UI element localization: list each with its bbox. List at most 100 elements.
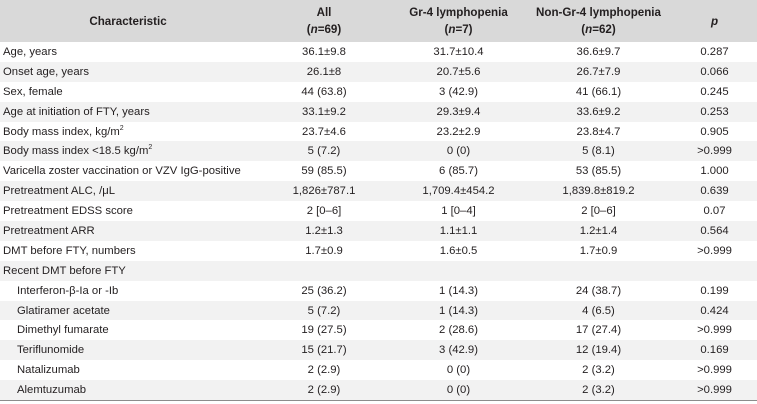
row-label-text: Recent DMT before FTY (3, 264, 126, 277)
cell-p-value: 0.639 (700, 185, 729, 198)
table-row: Alemtuzumab 2 (2.9) 0 (0) 2 (3.2) >0.999 (0, 380, 757, 401)
table-row: Pretreatment EDSS score 2 [0–6] 1 [0–4] 2 [… (0, 201, 757, 221)
cell-gr4: 3 (42.9) (439, 344, 478, 357)
cell-p-value: 0.253 (700, 105, 729, 118)
cell-p-value (672, 261, 757, 281)
row-label: Pretreatment ARR (0, 221, 256, 241)
table-row: Onset age, years 26.1±8 20.7±5.6 26.7±7.9 0.… (0, 61, 757, 82)
cell-p-value: 0.169 (700, 344, 729, 357)
cell-all: 2 (2.9) (307, 364, 341, 377)
row-label: Pretreatment EDSS score (0, 201, 256, 221)
table-row: Interferon-β-Ia or -Ib 25 (36.2) 1 (14.3) 2… (0, 281, 757, 301)
header-p-value: p (672, 0, 757, 42)
row-label-text: Pretreatment ARR (3, 224, 95, 237)
cell-gr4: 1,709.4±454.2 (422, 185, 495, 198)
table-row: Sex, female 44 (63.8) 3 (42.9) 41 (66.1) 0.2… (0, 82, 757, 102)
cell-gr4: 0 (0) (392, 380, 525, 401)
table-row: Teriflunomide 15 (21.7) 3 (42.9) 12 (19.4) 0… (0, 340, 757, 361)
cell-gr4: 20.7±5.6 (436, 65, 481, 78)
cell-non-gr4 (525, 261, 672, 281)
cell-gr4: 31.7±10.4 (433, 45, 484, 58)
cell-all: 1,826±787.1 (292, 185, 356, 198)
cell-gr4: 1 [0–4] (441, 205, 476, 218)
cell-gr4: 0 (0) (446, 145, 471, 158)
cell-non-gr4: 2 (3.2) (582, 364, 615, 377)
table-row: Pretreatment ARR 1.2±1.3 1.1±1.1 1.2±1.4 0.5… (0, 221, 757, 241)
row-label-text: Onset age, years (3, 65, 90, 78)
cell-all: 25 (36.2) (301, 284, 347, 297)
cell-all: 2 (2.9) (256, 380, 392, 401)
cell-non-gr4: 4 (6.5) (582, 304, 615, 317)
cell-gr4: 23.2±2.9 (436, 125, 481, 138)
n-symbol: n (448, 23, 456, 36)
row-label: Alemtuzumab (0, 380, 256, 401)
table-row: DMT before FTY, numbers 1.7±0.9 1.6±0.5 1.7… (0, 241, 757, 261)
cell-all: 15 (21.7) (301, 344, 347, 357)
table-body: Age, years 36.1±9.8 31.7±10.4 36.6±9.7 0.287… (0, 42, 757, 401)
cell-all: 26.1±8 (306, 65, 342, 78)
row-label: Onset age, years (0, 62, 256, 82)
cell-all: 1.2±1.3 (305, 224, 343, 237)
row-label-text: Alemtuzumab (17, 383, 87, 396)
cell-gr4: 1 (14.3) (439, 284, 478, 297)
cell-all: 5 (7.2) (307, 145, 341, 158)
cell-non-gr4: 2 [0–6] (581, 205, 616, 218)
header-gr4: Gr-4 lymphopenia (n=7) (392, 0, 525, 42)
header-gr4-n: (n=7) (444, 23, 473, 36)
row-label-text: Dimethyl fumarate (17, 324, 109, 337)
cell-all: 33.1±9.2 (302, 105, 346, 118)
cell-non-gr4: 23.8±4.7 (576, 125, 621, 138)
table-row: Age at initiation of FTY, years 33.1±9.2 2… (0, 101, 757, 122)
row-label: Age, years (0, 42, 256, 62)
row-label-text: Age at initiation of FTY, years (3, 105, 150, 118)
header-row: Characteristic All (n=69) Gr-4 lymphopen… (0, 0, 757, 42)
row-label: Sex, female (0, 82, 256, 102)
n-symbol: n (310, 23, 318, 36)
row-label: Age at initiation of FTY, years (0, 102, 256, 122)
cell-gr4 (392, 261, 525, 281)
cell-all (256, 261, 392, 281)
cell-p-value: 0.066 (700, 65, 729, 78)
cell-non-gr4: 5 (8.1) (582, 145, 615, 158)
cell-p-value: >0.999 (697, 324, 732, 337)
cell-gr4: 6 (85.7) (439, 165, 478, 178)
table-row: Recent DMT before FTY (0, 260, 757, 281)
table-row: Body mass index, kg/m2 23.7±4.6 23.2±2.9 23… (0, 122, 757, 142)
cell-p-value: 0.287 (700, 45, 729, 58)
header-non-gr4-label: Non-Gr-4 lymphopenia (536, 6, 661, 19)
row-label: Recent DMT before FTY (0, 261, 256, 281)
header-p-label: p (710, 14, 719, 28)
cell-p-value: 1.000 (700, 165, 729, 178)
row-label-text: Pretreatment EDSS score (3, 205, 133, 218)
cell-all: 1.7±0.9 (305, 244, 343, 257)
header-non-gr4: Non-Gr-4 lymphopenia (n=62) (525, 0, 672, 42)
row-label: Body mass index, kg/m2 (0, 122, 256, 142)
row-label-text: Varicella zoster vaccination or VZV IgG-… (3, 165, 241, 178)
row-label-superscript: 2 (148, 144, 153, 152)
table-row: Varicella zoster vaccination or VZV IgG-… (0, 161, 757, 181)
table-row: Natalizumab 2 (2.9) 0 (0) 2 (3.2) >0.999 (0, 360, 757, 380)
cell-p-value: >0.999 (697, 145, 732, 158)
cell-non-gr4: 36.6±9.7 (576, 45, 621, 58)
row-label-text: Teriflunomide (17, 344, 85, 357)
cell-p-value: >0.999 (697, 244, 732, 257)
header-all-n: (n=69) (306, 23, 342, 36)
cell-gr4: 3 (42.9) (439, 85, 478, 98)
table-row: Pretreatment ALC, /μL 1,826±787.1 1,709.4±… (0, 181, 757, 202)
cell-non-gr4: 1,839.8±819.2 (562, 185, 635, 198)
cell-non-gr4: 1.2±1.4 (579, 224, 618, 237)
cell-non-gr4: 12 (19.4) (575, 344, 622, 357)
cell-non-gr4: 17 (27.4) (575, 324, 622, 337)
cell-p-value: >0.999 (697, 364, 732, 377)
cell-non-gr4: 53 (85.5) (575, 165, 622, 178)
header-gr4-label: Gr-4 lymphopenia (409, 6, 508, 19)
cell-all: 5 (7.2) (307, 304, 341, 317)
row-label: Varicella zoster vaccination or VZV IgG-… (0, 161, 256, 181)
cell-non-gr4: 41 (66.1) (575, 85, 622, 98)
row-label-text: Sex, female (3, 85, 63, 98)
cell-gr4: 1.6±0.5 (439, 244, 478, 257)
cell-non-gr4: 26.7±7.9 (576, 65, 621, 78)
cell-gr4: 2 (28.6) (439, 324, 478, 337)
table-row: Glatiramer acetate 5 (7.2) 1 (14.3) 4 (6.5)… (0, 300, 757, 321)
